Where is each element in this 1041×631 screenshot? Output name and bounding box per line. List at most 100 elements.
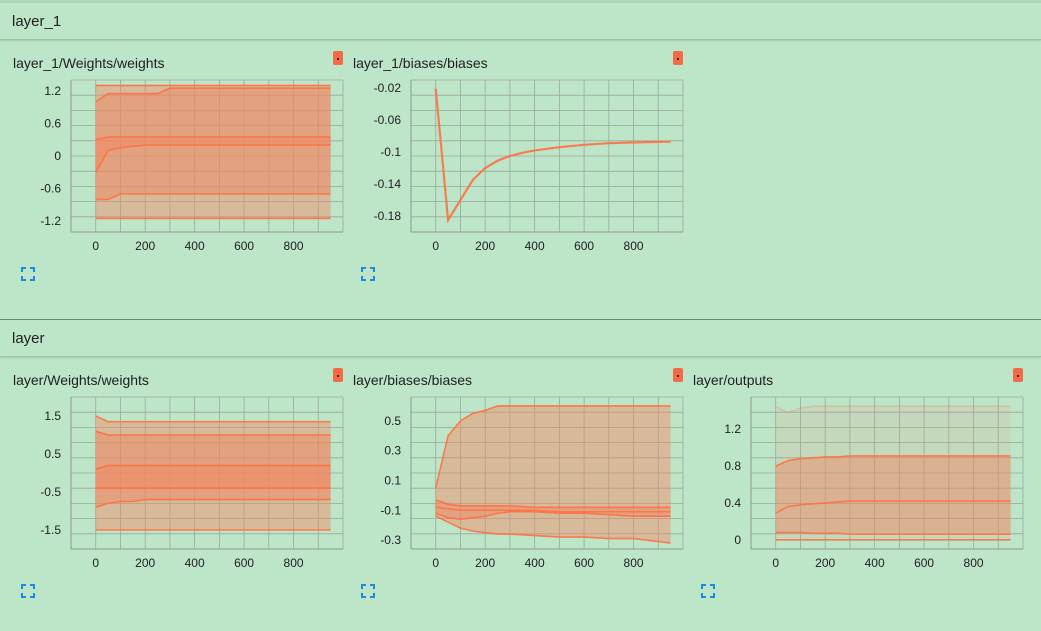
x-tick-label: 600 — [234, 239, 254, 253]
orange-tag-icon[interactable] — [673, 368, 683, 382]
chart-card-layer-biases: layer/biases/biases 0 200 400 600 800 0.5 0.3 0… — [340, 365, 684, 615]
chart-layer-biases: 0 200 400 600 800 0.5 0.3 0.1 -0.1 -0.3 — [380, 396, 684, 570]
x-tick-label: 800 — [624, 556, 644, 570]
series-line — [95, 136, 331, 141]
series-line — [95, 144, 331, 173]
chart-layer-outputs: 0 200 400 600 800 1.2 0.8 0.4 0 — [724, 396, 1024, 570]
y-tick-label: 1.5 — [44, 409, 61, 423]
x-tick-label: 400 — [185, 556, 205, 570]
series-band — [95, 137, 331, 173]
y-tick-label: -0.5 — [40, 485, 61, 499]
fullscreen-icon[interactable] — [21, 584, 35, 598]
series-band — [95, 88, 331, 200]
series-band — [775, 406, 1011, 540]
y-tick-label: 0.4 — [724, 496, 741, 510]
x-tick-label: 400 — [185, 239, 205, 253]
series-line — [775, 455, 1011, 467]
chart-layer1-weights: 0 200 400 600 800 1.2 0.6 0 -0.6 -1.2 — [40, 79, 344, 253]
chart-title: layer/Weights/weights — [13, 372, 149, 388]
y-tick-label: -0.1 — [380, 503, 401, 517]
fullscreen-icon[interactable] — [701, 584, 715, 598]
series-line — [95, 498, 331, 508]
y-tick-label: 0.5 — [384, 414, 401, 428]
fullscreen-icon[interactable] — [361, 584, 375, 598]
x-tick-label: 400 — [865, 556, 885, 570]
chart-title: layer_1/Weights/weights — [13, 55, 165, 71]
fullscreen-icon[interactable] — [21, 267, 35, 281]
series-line — [775, 531, 1011, 536]
section-header-layer[interactable]: layer — [0, 320, 1041, 357]
x-tick-label: 200 — [475, 556, 495, 570]
y-tick-label: 0.5 — [44, 447, 61, 461]
chart-title: layer/biases/biases — [353, 372, 473, 388]
y-tick-label: -0.02 — [374, 81, 402, 95]
top-border — [0, 0, 1041, 3]
series-band — [95, 85, 331, 219]
x-tick-label: 200 — [135, 239, 155, 253]
fullscreen-icon[interactable] — [361, 267, 375, 281]
series-line — [775, 500, 1011, 514]
y-tick-label: -0.06 — [374, 113, 402, 127]
section-title: layer_1 — [12, 13, 62, 30]
y-tick-label: 0.6 — [44, 116, 61, 130]
x-tick-label: 0 — [92, 556, 99, 570]
y-tick-label: -0.3 — [380, 533, 401, 547]
orange-tag-icon[interactable] — [1013, 368, 1023, 382]
series-line — [95, 464, 331, 470]
y-tick-label: 0.3 — [384, 444, 401, 458]
x-tick-label: 800 — [624, 239, 644, 253]
x-tick-label: 200 — [475, 239, 495, 253]
y-tick-label: 1.2 — [724, 422, 741, 436]
series-line — [435, 510, 671, 521]
x-tick-label: 200 — [815, 556, 835, 570]
x-tick-label: 600 — [574, 556, 594, 570]
y-tick-label: -0.6 — [40, 182, 61, 196]
series-band — [435, 405, 671, 544]
series-band — [775, 455, 1011, 535]
y-tick-label: -1.5 — [40, 523, 61, 537]
chart-card-layer-outputs: layer/outputs 0 200 400 600 800 1.2 0.8 0.4 0 — [680, 365, 1024, 615]
section-divider — [0, 319, 1041, 320]
y-tick-label: 0.8 — [724, 459, 741, 473]
y-tick-label: 0.1 — [384, 473, 401, 487]
series-line — [435, 499, 671, 509]
x-tick-label: 600 — [574, 239, 594, 253]
y-tick-label: 0 — [54, 149, 61, 163]
x-tick-label: 0 — [772, 556, 779, 570]
orange-tag-icon[interactable] — [333, 368, 343, 382]
section-header-layer-1[interactable]: layer_1 — [0, 3, 1041, 40]
chart-layer-weights: 0 200 400 600 800 1.5 0.5 -0.5 -1.5 — [40, 396, 344, 570]
x-tick-label: 800 — [284, 239, 304, 253]
series-line — [95, 87, 331, 103]
series-line — [95, 415, 331, 423]
x-tick-label: 400 — [525, 556, 545, 570]
y-tick-label: -0.18 — [374, 209, 402, 223]
chart-card-layer-weights: layer/Weights/weights 0 200 400 600 800 1.5 0.… — [0, 365, 344, 615]
x-tick-label: 0 — [432, 556, 439, 570]
series-line — [95, 430, 331, 436]
x-tick-label: 0 — [432, 239, 439, 253]
y-tick-label: 1.2 — [44, 84, 61, 98]
x-tick-label: 600 — [914, 556, 934, 570]
y-tick-label: -0.14 — [374, 177, 402, 191]
orange-tag-icon[interactable] — [673, 51, 683, 65]
x-tick-label: 600 — [234, 556, 254, 570]
orange-tag-icon[interactable] — [333, 51, 343, 65]
y-tick-label: -1.2 — [40, 214, 61, 228]
series-line — [435, 515, 671, 544]
series-line — [434, 405, 671, 489]
chart-card-layer1-biases: layer_1/biases/biases 0 200 400 600 800 -0.02… — [340, 48, 684, 298]
series-line — [775, 405, 1011, 414]
x-tick-label: 0 — [92, 239, 99, 253]
chart-title: layer_1/biases/biases — [353, 55, 488, 71]
x-tick-label: 200 — [135, 556, 155, 570]
series-line — [435, 506, 671, 513]
series-band — [95, 416, 331, 530]
series-line — [95, 193, 331, 201]
series-line — [434, 88, 671, 224]
chart-card-layer1-weights: layer_1/Weights/weights 0 200 400 600 800 1.2… — [0, 48, 344, 298]
series-band — [95, 465, 331, 489]
x-tick-label: 800 — [964, 556, 984, 570]
x-tick-label: 800 — [284, 556, 304, 570]
grid — [410, 79, 684, 233]
